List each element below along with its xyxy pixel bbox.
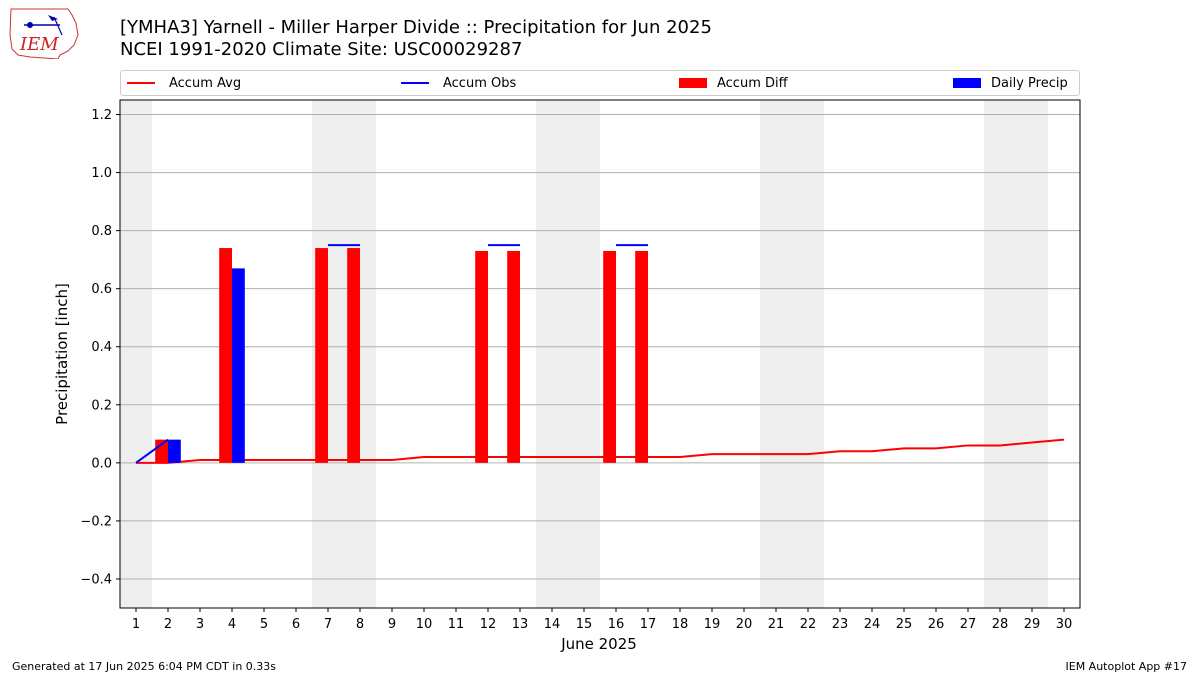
y-tick-label: −0.2 [80, 514, 112, 529]
legend-label-accum-obs: Accum Obs [443, 75, 517, 91]
x-tick-label: 14 [544, 617, 561, 632]
legend-swatch-daily-precip [953, 78, 981, 88]
footer-generated: Generated at 17 Jun 2025 6:04 PM CDT in … [12, 660, 277, 673]
legend-label-accum-avg: Accum Avg [169, 75, 242, 91]
legend-item-daily-precip: Daily Precip [953, 71, 1068, 95]
x-tick-label: 20 [736, 617, 753, 632]
x-tick-label: 7 [324, 617, 332, 632]
legend-swatch-accum-obs [401, 82, 429, 84]
chart-legend: Accum Avg Accum Obs Accum Diff Daily Pre… [120, 70, 1080, 96]
weekend-band-day-22 [792, 100, 824, 608]
x-tick-label: 9 [388, 617, 396, 632]
weekend-band-day-1 [120, 100, 152, 608]
y-tick-label: 0.4 [91, 340, 112, 355]
x-tick-label: 27 [960, 617, 977, 632]
legend-label-accum-diff: Accum Diff [717, 75, 788, 91]
x-tick-label: 11 [448, 617, 465, 632]
x-tick-label: 16 [608, 617, 625, 632]
plot-frame [119, 99, 1081, 609]
legend-item-accum-obs: Accum Obs [401, 71, 516, 95]
x-tick-label: 22 [800, 617, 817, 632]
x-tick-label: 28 [992, 617, 1009, 632]
chart-title-line1: [YMHA3] Yarnell - Miller Harper Divide :… [120, 17, 712, 38]
y-tick-label: 0.2 [91, 398, 112, 413]
daily-precip-bar-day-2 [168, 439, 181, 463]
x-tick-label: 3 [196, 617, 204, 632]
x-tick-label: 29 [1024, 617, 1041, 632]
weekend-band-day-15 [568, 100, 600, 608]
y-tick-label: 0.6 [91, 282, 112, 297]
x-tick-label: 17 [640, 617, 657, 632]
accum-diff-bar-day-16 [603, 250, 616, 463]
weekend-band-day-21 [760, 100, 792, 608]
y-tick-label: −0.4 [80, 572, 112, 587]
legend-swatch-accum-diff [679, 78, 707, 88]
accum-diff-bar-day-12 [475, 250, 488, 463]
iem-logo-text: IEM [19, 34, 59, 55]
x-tick-label: 15 [576, 617, 593, 632]
accum-avg-series [136, 438, 1065, 464]
y-axis-label: Precipitation [inch] [53, 283, 71, 425]
x-tick-label: 23 [832, 617, 849, 632]
x-tick-label: 24 [864, 617, 881, 632]
iem-logo: IEM [8, 5, 80, 60]
bar-series [155, 248, 648, 463]
accum-obs-line [135, 438, 169, 464]
grid-lines [120, 114, 1080, 580]
x-axis-label: June 2025 [560, 635, 637, 653]
axes: −0.4−0.20.00.20.40.60.81.01.21 2 3 4 5 6 7 8 9 10… [80, 99, 1081, 632]
x-tick-label: 5 [260, 617, 268, 632]
accum-diff-bar-day-7 [315, 248, 328, 463]
weekend-band-day-29 [1016, 100, 1048, 608]
accum-diff-bar-day-4 [219, 248, 232, 463]
x-tick-label: 30 [1056, 617, 1073, 632]
legend-item-accum-diff: Accum Diff [679, 71, 788, 95]
weekend-bands [120, 100, 1048, 608]
legend-item-accum-avg: Accum Avg [127, 71, 241, 95]
weekend-band-day-14 [536, 100, 568, 608]
x-tick-label: 10 [416, 617, 433, 632]
legend-swatch-accum-avg [127, 82, 155, 84]
y-tick-label: 0.0 [91, 456, 112, 471]
chart-title-line2: NCEI 1991-2020 Climate Site: USC00029287 [120, 39, 523, 60]
accum-diff-bar-day-8 [347, 248, 360, 463]
accum-diff-bar-day-13 [507, 250, 520, 463]
x-tick-label: 25 [896, 617, 913, 632]
accum-obs-series [135, 244, 648, 464]
x-tick-label: 1 [132, 617, 140, 632]
x-tick-label: 21 [768, 617, 785, 632]
x-tick-label: 19 [704, 617, 721, 632]
legend-label-daily-precip: Daily Precip [991, 75, 1068, 91]
x-tick-label: 12 [480, 617, 497, 632]
y-tick-label: 1.2 [91, 108, 112, 123]
daily-precip-bar-day-4 [232, 268, 245, 463]
weekend-band-day-28 [984, 100, 1016, 608]
accum-avg-line [136, 438, 1065, 464]
accum-diff-bar-day-17 [635, 250, 648, 463]
x-tick-label: 2 [164, 617, 172, 632]
x-tick-label: 4 [228, 617, 236, 632]
x-tick-label: 8 [356, 617, 364, 632]
x-tick-label: 26 [928, 617, 945, 632]
x-tick-label: 6 [292, 617, 300, 632]
y-tick-label: 1.0 [91, 166, 112, 181]
x-tick-label: 13 [512, 617, 529, 632]
x-tick-label: 18 [672, 617, 689, 632]
footer-app: IEM Autoplot App #17 [1065, 660, 1188, 673]
y-tick-label: 0.8 [91, 224, 112, 239]
iem-logo-graphic: IEM [9, 8, 79, 60]
